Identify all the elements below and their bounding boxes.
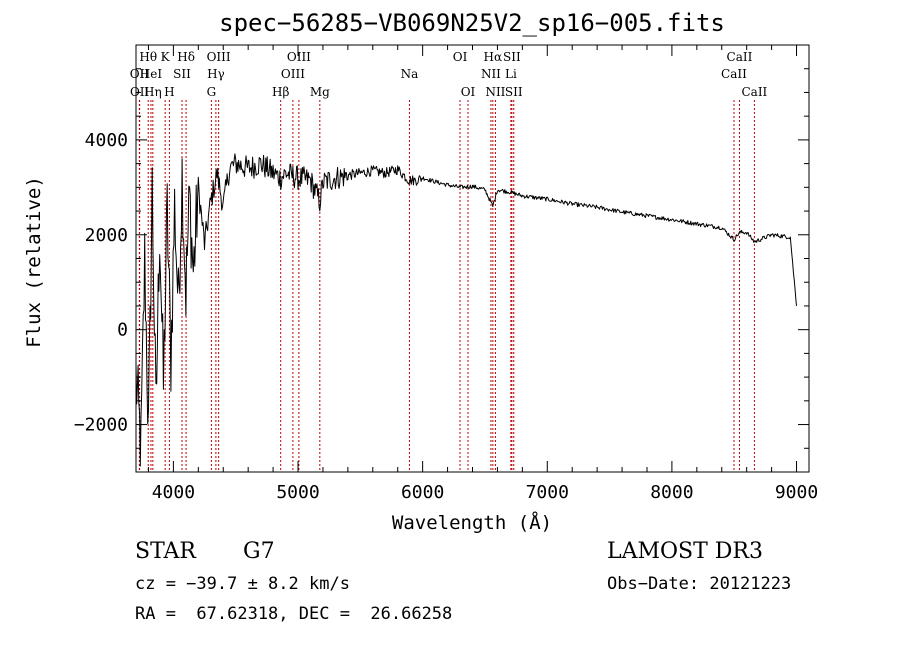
spectral-line-label-22: SII [503, 50, 521, 64]
x-tick-label-4: 8000 [650, 482, 693, 503]
spectral-line-label-26: CaII [721, 67, 747, 81]
spectral-line-label-11: G [207, 85, 217, 99]
spectral-line-label-16: Na [401, 67, 419, 81]
x-tick-label-1: 5000 [276, 482, 319, 503]
spectrum-chart: spec−56285−VB069N25V2_sp16−005.fits Hθ OI… [23, 9, 818, 534]
spectral-line-label-12: OIII [287, 50, 311, 64]
spectral-line-label-9: OIII [207, 50, 231, 64]
spectral-line-label-18: OI [461, 85, 476, 99]
redshift-cz: cz = −39.7 ± 8.2 km/s [135, 574, 350, 594]
spectral-line-label-20: NII [481, 67, 501, 81]
spectral-line-label-15: Mg [310, 85, 330, 99]
spectral-line-label-13: OIII [281, 67, 305, 81]
spectral-line-label-6: SII [173, 67, 191, 81]
x-tick-label-2: 6000 [401, 482, 444, 503]
spectral-line-label-4: Hη [144, 85, 162, 99]
spectral-line-label-5: K [161, 50, 171, 64]
y-tick-label-2: 2000 [85, 225, 128, 246]
x-axis-label: Wavelength (Å) [392, 511, 552, 534]
spectral-line-label-14: Hβ [272, 85, 289, 99]
spectral-line-label-27: CaII [741, 85, 767, 99]
spectral-line-label-0: Hθ [139, 50, 157, 64]
coordinates: RA = 67.62318, DEC = 26.66258 [135, 604, 453, 624]
spectral-line-label-10: Hγ [207, 67, 225, 81]
plot-frame [135, 44, 810, 473]
spectral-line-label-1: OII [130, 67, 150, 81]
spectral-line-label-3: HeI [140, 67, 163, 81]
y-tick-label-3: 4000 [85, 130, 128, 151]
survey-name: LAMOST DR3 [607, 539, 763, 564]
x-tick-label-3: 7000 [526, 482, 569, 503]
observation-date: Obs−Date: 20121223 [607, 574, 792, 594]
series-line-flux [135, 153, 797, 467]
spectral-line-markers [138, 100, 755, 472]
spectral-line-label-23: Li [505, 67, 517, 81]
chart-title: spec−56285−VB069N25V2_sp16−005.fits [219, 9, 725, 37]
y-tick-label-1: 0 [117, 320, 128, 341]
object-subclass: G7 [243, 539, 275, 564]
object-class: STAR [135, 539, 196, 564]
x-tick-label-0: 4000 [152, 482, 195, 503]
spectral-line-label-19: Hα [484, 50, 503, 64]
spectral-line-label-24: SII [505, 85, 523, 99]
spectral-line-label-8: Hδ [177, 50, 195, 64]
spectral-line-label-17: OI [453, 50, 468, 64]
axes: 4000 5000 6000 7000 8000 9000 −2000 0 2000 4000 [74, 44, 818, 503]
spectrum-series [135, 153, 797, 467]
x-tick-label-5: 9000 [775, 482, 818, 503]
spectral-line-label-7: H [164, 85, 174, 99]
spectral-line-label-25: CaII [727, 50, 753, 64]
y-axis-label: Flux (relative) [23, 176, 45, 348]
y-tick-label-0: −2000 [74, 415, 128, 436]
spectral-line-label-21: NII [485, 85, 505, 99]
